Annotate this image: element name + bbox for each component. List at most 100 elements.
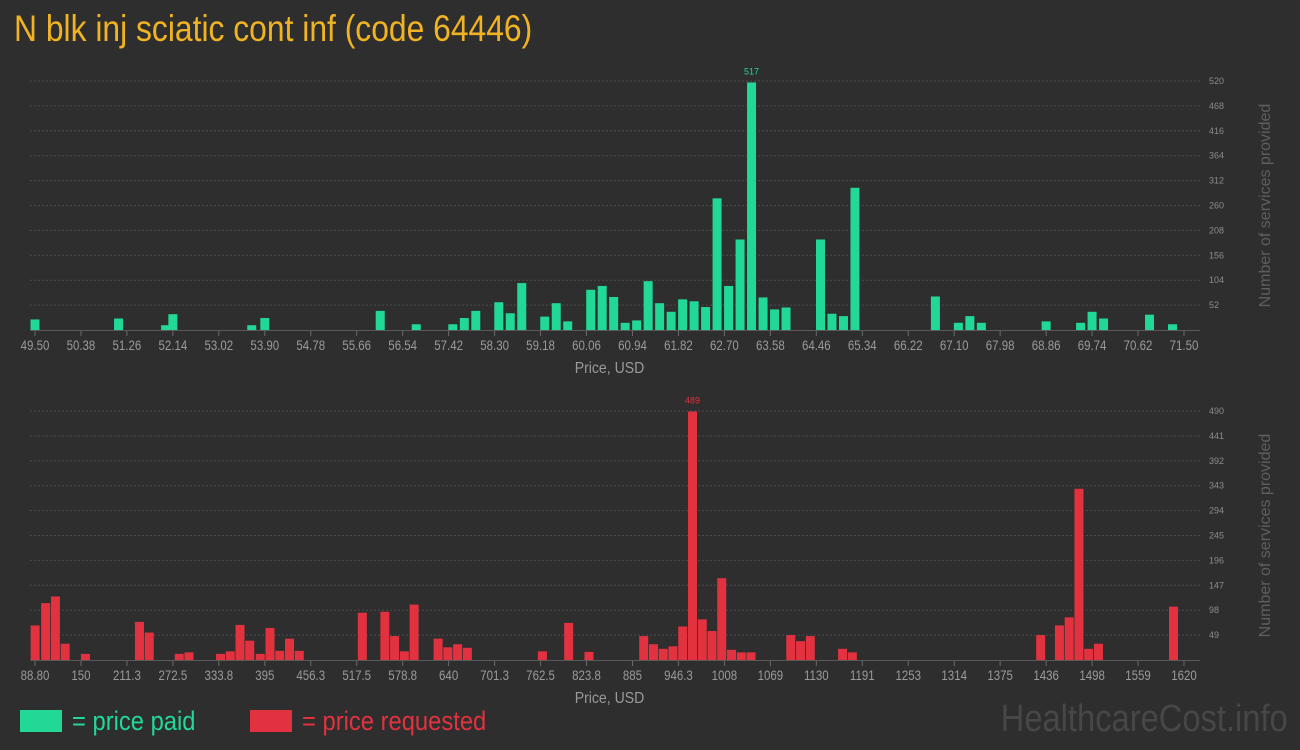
bar: [712, 198, 722, 330]
bar: [1145, 314, 1155, 330]
bar: [736, 652, 746, 660]
x-tick-label: 1375: [987, 667, 1013, 683]
bar: [375, 310, 385, 330]
x-axis-title: Price, USD: [575, 689, 645, 707]
bar: [953, 322, 963, 330]
bar: [459, 318, 469, 330]
x-tick-label: 71.50: [1170, 337, 1199, 353]
x-tick-label: 456.3: [296, 667, 325, 683]
x-tick-label: 1436: [1033, 667, 1059, 683]
bar: [1093, 643, 1103, 660]
x-tick-label: 640: [439, 667, 458, 683]
bar: [245, 640, 255, 660]
bar: [639, 636, 649, 660]
x-tick-label: 762.5: [526, 667, 555, 683]
bar: [850, 187, 860, 330]
bar: [505, 313, 515, 330]
x-tick-label: 69.74: [1078, 337, 1107, 353]
bar: [727, 649, 737, 660]
x-tick-label: 52.14: [159, 337, 188, 353]
bar: [697, 619, 707, 660]
x-tick-label: 1253: [895, 667, 921, 683]
bar: [1036, 635, 1046, 660]
bar: [747, 82, 757, 330]
x-tick-label: 60.94: [618, 337, 647, 353]
bar: [144, 632, 154, 660]
bar: [215, 653, 225, 660]
price-paid-chart: 52 104 156 208 260 312 364 416 468 520 517 49.50 50.…: [21, 66, 1274, 377]
bar: [537, 651, 547, 660]
y-tick-label: 98: [1209, 605, 1219, 615]
y-axis-title: Number of services provided: [1257, 104, 1274, 308]
bar: [390, 636, 400, 660]
bar: [50, 596, 60, 660]
legend-requested-label: = price requested: [302, 705, 487, 736]
x-tick-label: 49.50: [21, 337, 50, 353]
bar: [609, 296, 619, 330]
x-tick-label: 53.02: [204, 337, 233, 353]
bar: [632, 320, 642, 330]
bar: [409, 604, 419, 660]
bar: [380, 611, 390, 660]
bar: [746, 652, 756, 660]
bar: [1064, 617, 1074, 660]
bar: [1074, 488, 1084, 660]
bar: [60, 643, 70, 660]
bar: [586, 289, 596, 330]
bar: [275, 650, 285, 660]
max-value-label: 489: [685, 396, 700, 406]
bar: [735, 239, 745, 330]
x-tick-label: 62.70: [710, 337, 739, 353]
x-tick-label: 60.06: [572, 337, 601, 353]
x-tick-label: 66.22: [894, 337, 923, 353]
bar: [564, 622, 574, 660]
bar: [1084, 648, 1094, 660]
x-tick-label: 1620: [1171, 667, 1197, 683]
x-tick-label: 58.30: [480, 337, 509, 353]
bar: [285, 638, 295, 660]
x-tick-label: 54.78: [296, 337, 325, 353]
bar: [161, 325, 171, 330]
y-tick-label: 520: [1209, 76, 1224, 86]
bar: [134, 621, 144, 660]
x-tick-label: 53.90: [250, 337, 279, 353]
bar: [265, 627, 275, 660]
bar: [965, 316, 975, 330]
bar: [41, 603, 51, 660]
bar: [976, 322, 986, 330]
bar: [620, 322, 630, 330]
bar: [433, 638, 443, 660]
y-tick-label: 441: [1209, 431, 1224, 441]
bar: [1054, 625, 1064, 660]
bar: [411, 324, 421, 330]
x-tick-label: 55.66: [342, 337, 371, 353]
bar: [707, 631, 717, 660]
bar: [701, 307, 711, 330]
bar: [494, 302, 504, 330]
bar: [260, 318, 270, 330]
y-tick-label: 104: [1209, 275, 1224, 285]
bar: [724, 285, 734, 330]
max-value-label: 517: [744, 66, 759, 76]
bar: [247, 325, 257, 330]
x-tick-label: 272.5: [159, 667, 188, 683]
bar: [471, 310, 481, 330]
bar: [668, 646, 678, 660]
x-tick-label: 57.42: [434, 337, 463, 353]
bar: [1168, 324, 1178, 330]
x-tick-label: 1498: [1079, 667, 1105, 683]
bar: [225, 651, 235, 660]
bar: [643, 281, 653, 330]
bar: [255, 653, 265, 660]
bar: [357, 612, 367, 660]
x-tick-label: 701.3: [480, 667, 509, 683]
bar: [114, 318, 124, 330]
x-tick-label: 150: [71, 667, 90, 683]
bar: [655, 303, 665, 330]
x-tick-label: 395: [255, 667, 274, 683]
bar: [540, 316, 550, 330]
bar: [687, 411, 697, 660]
bar: [30, 319, 40, 330]
bar: [184, 652, 194, 660]
bar: [448, 324, 458, 330]
